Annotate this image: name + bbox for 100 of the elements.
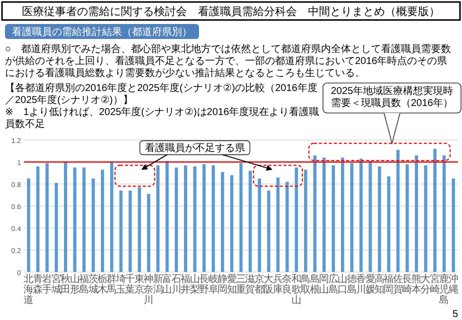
bar — [406, 164, 409, 272]
text: 需要＜現職員数（2016年） — [330, 97, 454, 109]
x-tick-label: 高知 — [374, 273, 385, 296]
x-tick-label: 熊本 — [411, 273, 422, 296]
x-tick-label: 奈良 — [282, 274, 292, 296]
x-tick-label: 岩手 — [42, 273, 52, 296]
text: 5 — [452, 309, 458, 320]
bar — [212, 165, 215, 272]
bar — [73, 168, 76, 272]
x-tick-label: 宮城 — [50, 273, 62, 296]
bar — [239, 163, 243, 272]
bar — [286, 182, 289, 272]
x-tick-label: 三重 — [236, 274, 246, 296]
bar — [378, 166, 382, 272]
bar — [174, 168, 178, 272]
bar — [156, 165, 160, 272]
bar — [414, 155, 418, 272]
x-tick-label: 茨城 — [87, 273, 98, 296]
bar — [100, 170, 104, 272]
x-tick-label: 青森 — [32, 273, 43, 296]
x-tick-label: 群馬 — [106, 273, 117, 296]
x-tick-label: 山梨 — [190, 273, 200, 296]
bar — [294, 168, 298, 272]
x-tick-label: 千葉 — [125, 273, 136, 296]
x-tick-label: 北海道 — [24, 273, 34, 306]
chart-subtitle: 看護職員の需給推計結果（都道府県別） — [12, 26, 192, 38]
x-tick-label: 長野 — [199, 274, 210, 296]
bar — [220, 172, 224, 272]
bar — [340, 158, 344, 272]
x-tick-label: 長崎 — [402, 274, 412, 296]
x-tick-label: 岐阜 — [208, 273, 218, 296]
x-tick-label: 沖縄 — [447, 273, 458, 296]
bar — [332, 165, 335, 272]
bar — [368, 160, 372, 272]
x-tick-label: 石川 — [171, 274, 182, 296]
bar — [442, 155, 446, 272]
x-tick-label: 和歌山 — [291, 273, 302, 306]
bar — [230, 175, 234, 272]
bar — [202, 164, 206, 272]
bar — [396, 150, 400, 272]
annotation: 看護職員が不足する県 — [144, 142, 245, 154]
bar — [138, 187, 142, 272]
bar — [166, 160, 169, 272]
bar — [387, 176, 390, 272]
x-tick-label: 静岡 — [218, 273, 228, 296]
x-tick-label: 東京 — [134, 273, 144, 296]
bar — [27, 178, 30, 272]
x-tick-label: 秋田 — [60, 273, 71, 296]
bar — [193, 166, 196, 272]
x-tick-label: 宮崎 — [430, 273, 440, 296]
x-tick-label: 山口 — [338, 273, 348, 296]
x-tick-label: 福島 — [79, 273, 90, 296]
x-tick-label: 京都 — [254, 273, 264, 296]
x-tick-label: 岡山 — [319, 274, 330, 296]
bar — [258, 178, 262, 272]
bar — [119, 190, 123, 272]
x-tick-label: 島根 — [310, 273, 320, 296]
x-tick-label: 鳥取 — [300, 273, 311, 296]
x-tick-label: 大分 — [420, 273, 431, 296]
x-tick-label: 福岡 — [384, 273, 394, 296]
bar — [304, 170, 308, 272]
x-tick-label: 愛知 — [226, 273, 237, 296]
bar — [248, 170, 252, 272]
x-tick-label: 大阪 — [264, 273, 274, 296]
bar — [184, 165, 188, 272]
bar — [350, 163, 354, 272]
bar — [424, 165, 428, 272]
bar — [92, 178, 95, 272]
x-tick-label: 新潟 — [152, 273, 163, 296]
x-tick-label: 滋賀 — [245, 273, 256, 296]
bar — [433, 148, 437, 272]
text: ○ 都道府県別でみた場合、都心部や東北地方では依然として都道府県内全体として看護職員需要数が供給のそれを上回り、看護職員不足となる一方で、一部の都道府県において2016年時点のその県における看護職員総数より需要数が少ない推計結果となるところも生じている。 — [5, 43, 452, 79]
bar — [313, 155, 316, 272]
bar — [452, 178, 455, 272]
x-tick-label: 兵庫 — [272, 273, 283, 296]
x-tick-label: 富山 — [162, 273, 172, 296]
text: 【各都道府県別の2016年度と2025年度(シナリオ②)の比較（2016年度／2025年度(シナリオ②)）】 — [5, 82, 318, 106]
bar — [359, 158, 363, 272]
x-tick-label: 神奈川 — [144, 273, 154, 306]
bar — [54, 182, 58, 272]
bar — [64, 162, 68, 272]
x-tick-label: 埼玉 — [114, 273, 126, 296]
bar — [82, 168, 86, 272]
x-tick-label: 佐賀 — [392, 274, 403, 296]
bar — [128, 190, 132, 272]
chart-title: 医療従事者の需給に関する検討会 看護職員需給分科会 中間とりまとめ（概要版） — [22, 5, 440, 18]
x-tick-label: 福井 — [180, 273, 191, 296]
bar — [36, 166, 40, 272]
x-tick-label: 山形 — [70, 273, 80, 296]
bar — [276, 177, 280, 272]
x-tick-label: 徳島 — [346, 274, 357, 296]
x-tick-label: 鹿児島 — [439, 273, 450, 306]
x-tick-label: 香川 — [356, 273, 366, 296]
text: 2025年地域医療構想実現時 — [330, 85, 454, 97]
x-tick-label: 広島 — [328, 273, 338, 296]
x-tick-label: 愛媛 — [365, 273, 376, 296]
bar — [110, 162, 114, 272]
bar — [147, 194, 150, 272]
text: ※ 1より低ければ、2025年度(シナリオ②)は2016年度現在より看護職員数不足 — [5, 106, 320, 130]
bar — [45, 163, 49, 272]
